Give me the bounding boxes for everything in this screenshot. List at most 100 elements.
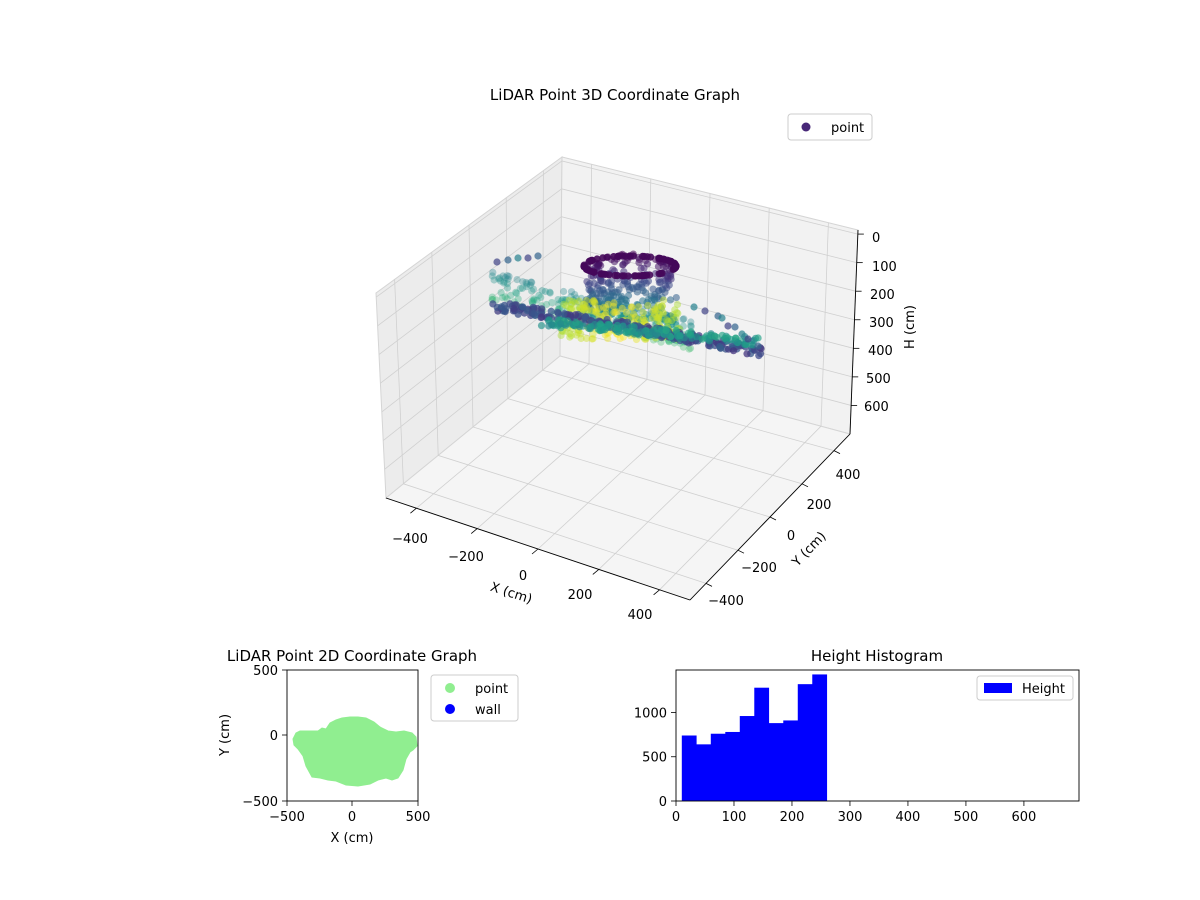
legend-label: point (475, 682, 508, 697)
data-point (502, 305, 510, 313)
data-point (672, 294, 680, 302)
data-point (538, 287, 546, 295)
plot-3d-title: LiDAR Point 3D Coordinate Graph (490, 86, 740, 104)
gridline (394, 279, 707, 584)
data-point (500, 279, 508, 287)
data-point (576, 304, 584, 312)
data-point (637, 328, 646, 336)
data-point (604, 334, 612, 342)
data-point (567, 305, 575, 313)
legend-label: Height (1022, 682, 1065, 697)
data-point (655, 279, 664, 287)
data-point (510, 305, 518, 313)
data-point (698, 335, 706, 343)
histogram-bar (739, 716, 755, 801)
data-point (599, 277, 607, 286)
data-point (679, 343, 688, 351)
data-point (617, 292, 626, 300)
data-point (653, 331, 661, 339)
x-tick-label: −500 (269, 810, 305, 825)
data-point (743, 350, 751, 358)
data-point (711, 332, 719, 340)
data-point (538, 313, 546, 321)
data-point (643, 298, 651, 306)
data-point (591, 308, 600, 316)
data-point (513, 289, 521, 297)
data-point (596, 320, 604, 328)
x-tick-label: 400 (628, 608, 653, 623)
data-point (530, 295, 538, 303)
data-point (567, 331, 576, 340)
data-point (561, 298, 569, 306)
data-point (754, 334, 762, 342)
data-point (664, 317, 672, 326)
x-tick-label: −200 (448, 550, 484, 565)
data-point (560, 287, 568, 296)
data-point (560, 300, 568, 308)
data-point (490, 276, 498, 284)
x-tick (410, 507, 417, 514)
data-point (661, 281, 670, 289)
y-tick-label: 0 (270, 729, 278, 744)
plot-2d: LiDAR Point 2D Coordinate Graph −500 0 5… (218, 647, 519, 846)
data-point (610, 309, 618, 317)
data-point (679, 322, 687, 330)
data-point (653, 325, 662, 333)
data-point (666, 296, 675, 304)
legend-marker (984, 683, 1012, 693)
histogram-bar (681, 735, 697, 801)
data-point (503, 280, 511, 288)
data-point (589, 291, 597, 299)
data-point (528, 297, 536, 305)
data-point (542, 300, 551, 309)
data-point (577, 334, 585, 343)
z-tick-label: 0 (872, 231, 880, 246)
data-point (659, 310, 667, 318)
z-tick-label: 200 (870, 288, 895, 303)
data-point (639, 314, 647, 322)
data-point (501, 274, 509, 282)
gridline (381, 271, 854, 413)
data-point (488, 272, 496, 280)
data-point (523, 283, 531, 291)
data-point (653, 306, 661, 314)
data-point (589, 298, 597, 306)
gridline (416, 164, 592, 509)
legend-marker-point (445, 683, 455, 693)
data-point (578, 305, 586, 313)
data-point (591, 303, 599, 312)
y-tick-label: 0 (787, 529, 795, 544)
data-point (574, 297, 582, 305)
data-point (566, 333, 574, 341)
x-tick-label: 0 (672, 810, 680, 825)
data-point (651, 290, 659, 299)
data-point (754, 342, 762, 350)
data-point (639, 309, 647, 317)
data-point (655, 309, 664, 317)
data-point (690, 303, 698, 311)
data-point (488, 293, 496, 301)
y-tick-label: −200 (741, 561, 777, 576)
data-point (676, 332, 684, 340)
data-point (499, 272, 507, 280)
data-point (592, 307, 600, 315)
data-point (601, 295, 609, 303)
data-point (576, 304, 584, 312)
y-tick-label: 200 (807, 498, 832, 513)
data-point (572, 319, 580, 327)
data-point (687, 322, 695, 330)
plot-2d-title: LiDAR Point 2D Coordinate Graph (227, 647, 477, 665)
gridline (542, 170, 835, 451)
data-point (602, 309, 610, 317)
histogram-x-tick-labels: 0 100 200 300 400 500 600 (672, 810, 1036, 825)
data-point (648, 314, 656, 322)
x-tick-label: 100 (722, 810, 747, 825)
data-point (672, 263, 680, 271)
data-point (577, 330, 585, 338)
z-tick-label: 400 (868, 344, 893, 359)
x-tick-label: 600 (1011, 810, 1036, 825)
data-point (649, 285, 657, 293)
z-tick-label: 500 (866, 372, 891, 387)
histogram-bar (725, 731, 741, 801)
